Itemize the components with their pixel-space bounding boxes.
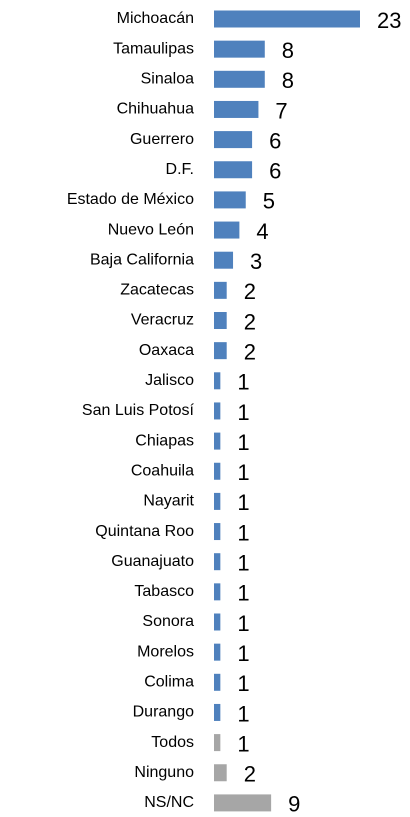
category-label: Morelos — [137, 643, 194, 660]
value-label: 1 — [237, 641, 249, 666]
category-label: Coahuila — [131, 462, 194, 479]
category-label: Nuevo León — [108, 221, 194, 238]
category-label: Ninguno — [134, 764, 194, 781]
bar — [214, 462, 221, 480]
value-label: 2 — [244, 309, 256, 334]
category-label: Quintana Roo — [95, 523, 194, 540]
value-label: 1 — [237, 671, 249, 696]
category-label: Colima — [144, 674, 194, 691]
category-label: Durango — [133, 704, 194, 721]
value-label: 1 — [237, 460, 249, 485]
value-label: 1 — [237, 551, 249, 576]
bar — [214, 523, 221, 541]
bar — [214, 492, 221, 510]
value-label: 6 — [269, 128, 281, 153]
category-label: D.F. — [166, 161, 194, 178]
category-label: Nayarit — [143, 493, 194, 510]
value-label: 1 — [237, 490, 249, 515]
value-label: 1 — [237, 611, 249, 636]
category-label: Sonora — [142, 613, 194, 630]
value-label: 1 — [237, 430, 249, 455]
value-label: 2 — [244, 339, 256, 364]
bar — [214, 131, 253, 149]
value-label: 1 — [237, 400, 249, 425]
bar — [214, 794, 272, 812]
bar — [214, 764, 227, 782]
value-label: 1 — [237, 701, 249, 726]
bar — [214, 342, 227, 360]
bar — [214, 100, 259, 118]
value-label: 1 — [237, 581, 249, 606]
value-label: 3 — [250, 249, 262, 274]
category-label: Zacatecas — [120, 282, 194, 299]
value-label: 2 — [244, 762, 256, 787]
bar — [214, 432, 221, 450]
category-label: Jalisco — [145, 372, 194, 389]
bar — [214, 251, 234, 269]
value-label: 2 — [244, 279, 256, 304]
bar — [214, 643, 221, 661]
category-label: Estado de México — [67, 191, 194, 208]
bar — [214, 312, 227, 329]
category-label: Baja California — [90, 251, 194, 268]
value-label: 4 — [256, 219, 268, 244]
category-label: Michoacán — [117, 10, 194, 27]
bar — [214, 553, 221, 571]
bar — [214, 191, 246, 209]
category-label: Todos — [151, 734, 194, 751]
category-label: Tamaulipas — [113, 40, 194, 57]
category-label: Tabasco — [134, 583, 194, 600]
bar — [214, 613, 221, 631]
bar — [214, 161, 253, 179]
category-label: Sinaloa — [141, 71, 194, 88]
category-label: Oaxaca — [139, 342, 194, 359]
bar — [214, 673, 221, 691]
bar — [214, 734, 221, 752]
bar — [214, 372, 221, 390]
category-label: Guerrero — [130, 131, 194, 148]
value-label: 23 — [377, 8, 401, 33]
value-label: 7 — [275, 98, 287, 123]
value-label: 1 — [237, 520, 249, 545]
category-label: San Luis Potosí — [82, 402, 195, 419]
bar — [214, 703, 221, 721]
value-label: 9 — [288, 792, 300, 817]
category-label: Chihuahua — [117, 101, 195, 118]
value-label: 8 — [282, 68, 294, 93]
bar — [214, 583, 221, 601]
bar — [214, 402, 221, 420]
value-label: 8 — [282, 38, 294, 63]
bar — [214, 40, 265, 58]
category-label: Veracruz — [131, 312, 194, 329]
value-label: 6 — [269, 159, 281, 184]
bar — [214, 70, 265, 88]
value-label: 1 — [237, 731, 249, 756]
category-label: NS/NC — [144, 794, 194, 811]
category-label: Guanajuato — [111, 553, 194, 570]
bar — [214, 221, 240, 239]
bar — [214, 281, 227, 299]
value-label: 5 — [263, 189, 275, 214]
value-label: 1 — [237, 370, 249, 395]
bar — [214, 10, 360, 28]
category-label: Chiapas — [135, 432, 194, 449]
